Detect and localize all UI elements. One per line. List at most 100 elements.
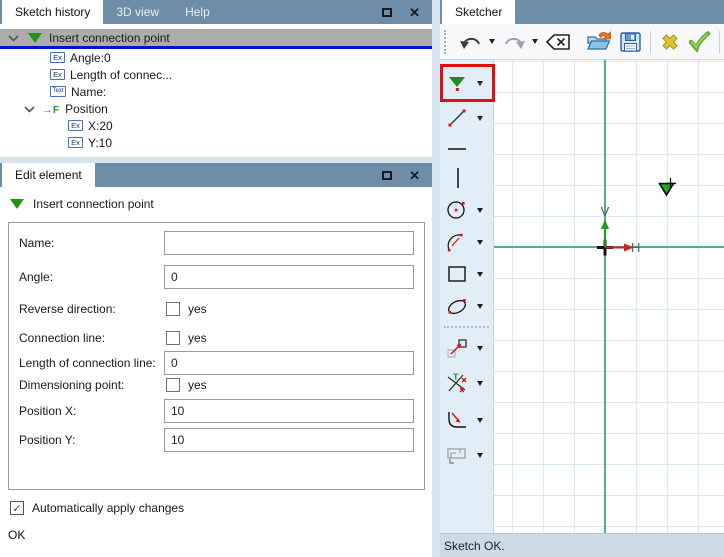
tool-dropdown[interactable] xyxy=(474,292,486,320)
tool-dropdown[interactable] xyxy=(474,406,486,434)
tree-row-insert-connection-point[interactable]: Insert connection point xyxy=(0,29,432,46)
sketcher-tabbar: Sketcher xyxy=(440,0,724,24)
redo-dropdown[interactable] xyxy=(530,28,541,56)
tool-dropdown[interactable] xyxy=(474,260,486,288)
history-tabbar: Sketch history 3D view Help ✕ xyxy=(0,0,432,24)
expression-icon: Ex xyxy=(68,120,83,131)
length-connection-line-label: Length of connection line: xyxy=(19,356,156,370)
maximize-icon[interactable] xyxy=(382,170,393,180)
expression-icon: Ex xyxy=(50,69,65,80)
expression-icon: Ex xyxy=(68,137,83,148)
tree-row-name[interactable]: Text Name: xyxy=(0,83,432,100)
tool-dropdown[interactable] xyxy=(474,228,486,256)
undo-dropdown[interactable] xyxy=(487,28,498,56)
tool-line[interactable] xyxy=(440,104,494,132)
tool-circle[interactable] xyxy=(440,196,494,224)
tool-connection-point[interactable] xyxy=(440,67,494,99)
v-axis-label: V xyxy=(601,204,610,219)
dimensioning-point-label: Dimensioning point: xyxy=(19,378,125,392)
auto-apply-checkbox[interactable]: ✓ xyxy=(10,501,24,515)
close-icon[interactable]: ✕ xyxy=(409,167,420,183)
edit-element-panel: Edit element ✕ Insert connection point N… xyxy=(0,163,432,557)
edit-header-label: Insert connection point xyxy=(33,197,154,211)
reverse-direction-label: Reverse direction: xyxy=(19,302,116,316)
tool-vertical-line[interactable] xyxy=(440,164,494,192)
edit-groupbox: Name: Angle: Reverse direction: yes Conn… xyxy=(8,222,425,490)
tab-help[interactable]: Help xyxy=(185,5,210,19)
tool-move[interactable] xyxy=(440,334,494,362)
tab-3d-view[interactable]: 3D view xyxy=(116,5,160,19)
tree-row-length[interactable]: Ex Length of connec... xyxy=(0,66,432,83)
edit-element-title[interactable]: Edit element xyxy=(2,163,95,187)
delete-button[interactable] xyxy=(543,28,573,56)
tool-arc[interactable] xyxy=(440,228,494,256)
active-tool-highlight xyxy=(440,64,495,102)
close-icon[interactable]: ✕ xyxy=(409,4,420,20)
maximize-icon[interactable] xyxy=(382,7,393,17)
tab-sketch-history[interactable]: Sketch history xyxy=(2,0,104,24)
tool-outline[interactable] xyxy=(440,441,494,469)
chevron-down-icon[interactable] xyxy=(24,105,35,113)
yes-label: yes xyxy=(188,331,207,345)
redo-button[interactable] xyxy=(500,28,528,56)
yes-label: yes xyxy=(188,302,207,316)
tool-horizontal-line[interactable] xyxy=(440,138,494,160)
chevron-down-icon[interactable] xyxy=(8,34,19,42)
tree-label: X:20 xyxy=(88,118,113,133)
position-y-field[interactable] xyxy=(164,428,414,452)
toolbar-separator xyxy=(650,30,652,53)
cancel-button[interactable] xyxy=(657,28,683,56)
undo-button[interactable] xyxy=(457,28,485,56)
tool-dropdown[interactable] xyxy=(474,196,486,224)
tool-dropdown[interactable] xyxy=(474,441,486,469)
status-text: Sketch OK. xyxy=(444,538,505,553)
horizontal-line-icon xyxy=(448,148,466,150)
tool-dropdown[interactable] xyxy=(474,104,486,132)
cancel-x-icon xyxy=(662,33,678,50)
tool-trim[interactable]: T xyxy=(440,368,494,398)
position-x-label: Position X: xyxy=(19,404,77,418)
save-button[interactable] xyxy=(617,28,644,56)
tool-fillet[interactable] xyxy=(440,406,494,434)
move-icon xyxy=(447,339,467,358)
position-icon: →F xyxy=(42,103,60,116)
tree-label: Length of connec... xyxy=(70,67,173,82)
tree-row-x[interactable]: Ex X:20 xyxy=(0,117,432,134)
open-button[interactable] xyxy=(584,28,615,56)
tree-row-position[interactable]: →F Position xyxy=(0,100,432,117)
reverse-direction-checkbox[interactable] xyxy=(166,302,180,316)
selection-underline xyxy=(0,46,432,49)
connection-line-label: Connection line: xyxy=(19,331,106,345)
tool-dropdown[interactable] xyxy=(474,69,486,97)
name-label: Name: xyxy=(19,236,55,250)
dimensioning-point-checkbox[interactable] xyxy=(166,378,180,392)
ok-status: OK xyxy=(8,528,26,542)
angle-label: Angle: xyxy=(19,270,54,284)
length-connection-line-field[interactable] xyxy=(164,351,414,375)
tree-label: Name: xyxy=(71,84,107,99)
connection-line-checkbox[interactable] xyxy=(166,331,180,345)
line-icon xyxy=(448,109,466,127)
ok-button[interactable] xyxy=(685,28,713,56)
ellipse-icon xyxy=(447,299,467,315)
name-field[interactable] xyxy=(164,231,414,255)
tree-row-angle[interactable]: Ex Angle:0 xyxy=(0,49,432,66)
expression-icon: Ex xyxy=(50,52,65,63)
tool-rectangle[interactable] xyxy=(440,260,494,288)
toolbar-grip[interactable] xyxy=(444,29,449,54)
sketcher-panel: Sketcher xyxy=(440,0,724,557)
tool-ellipse[interactable] xyxy=(440,292,494,320)
sketcher-statusbar: Sketch OK. xyxy=(440,533,724,557)
tool-dropdown[interactable] xyxy=(474,334,486,362)
tool-dropdown[interactable] xyxy=(474,369,486,397)
connection-point-icon xyxy=(10,199,24,209)
tab-sketcher[interactable]: Sketcher xyxy=(442,0,516,24)
check-icon xyxy=(688,31,711,52)
tree-label: Insert connection point xyxy=(49,30,170,45)
sketch-canvas[interactable]: V H xyxy=(494,60,724,533)
angle-field[interactable] xyxy=(164,265,414,289)
position-x-field[interactable] xyxy=(164,399,414,423)
trim-icon: T xyxy=(447,372,467,393)
tree-row-y[interactable]: Ex Y:10 xyxy=(0,134,432,151)
edit-form: Insert connection point Name: Angle: Rev… xyxy=(0,187,432,557)
